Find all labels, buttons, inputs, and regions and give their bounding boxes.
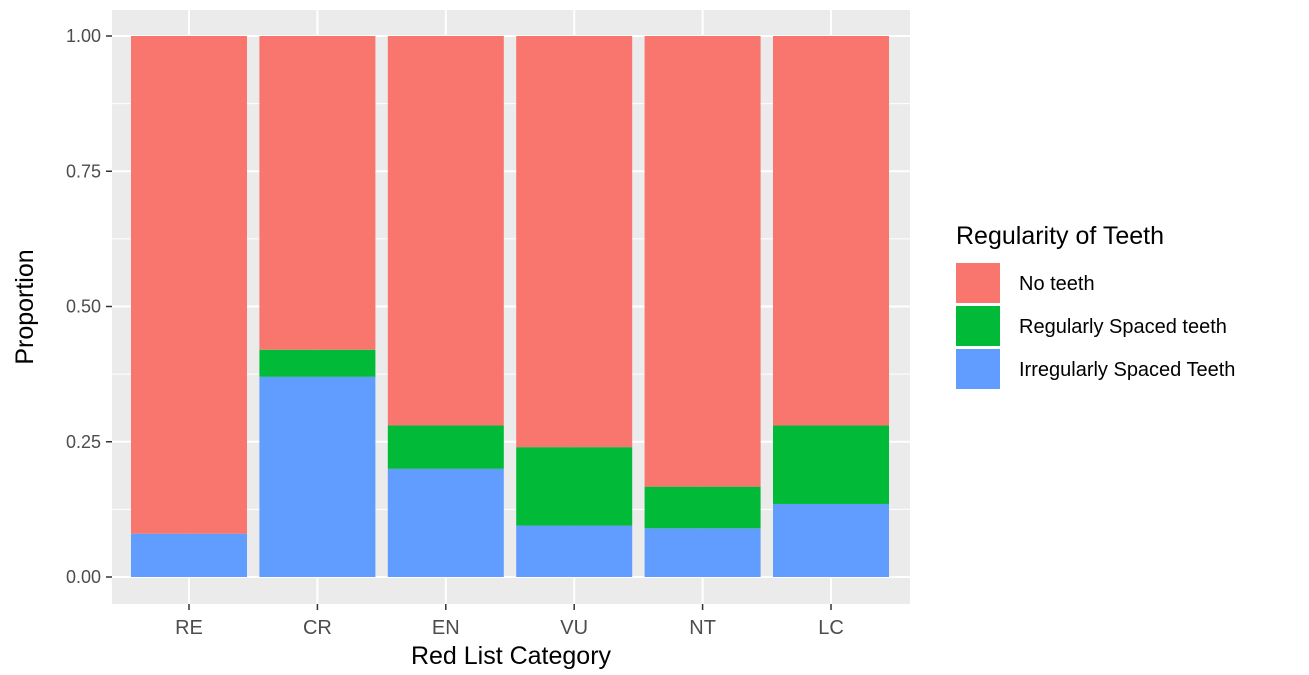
- bar-re-no-teeth: [131, 36, 247, 534]
- bar-lc-irregularly-spaced-teeth: [773, 503, 889, 577]
- x-axis: RE CR EN VU NT LC: [175, 604, 844, 639]
- y-axis: 0.00 0.25 0.50 0.75 1.00: [66, 26, 112, 587]
- legend-label-regularly-spaced-teeth: Regularly Spaced teeth: [1019, 316, 1227, 338]
- y-tick-label: 0.75: [66, 161, 101, 181]
- x-tick-label-nt: NT: [689, 617, 716, 639]
- legend-key-regularly-spaced-teeth: [956, 306, 1000, 346]
- bar-vu-regularly-spaced-teeth: [516, 447, 633, 526]
- bar-en-regularly-spaced-teeth: [387, 425, 504, 469]
- x-tick-label-re: RE: [175, 617, 203, 639]
- bars: [131, 36, 889, 577]
- bar-cr-regularly-spaced-teeth: [259, 349, 376, 377]
- bar-lc-regularly-spaced-teeth: [773, 425, 889, 504]
- bar-en-no-teeth: [387, 36, 504, 426]
- y-tick-label: 0.25: [66, 432, 101, 452]
- bar-nt-regularly-spaced-teeth: [644, 486, 761, 529]
- legend-title: Regularity of Teeth: [956, 222, 1164, 250]
- bar-cr-no-teeth: [259, 36, 376, 350]
- legend: Regularity of Teeth No teeth Regularly Sp…: [956, 222, 1235, 389]
- x-tick-label-cr: CR: [303, 617, 332, 639]
- bar-nt-irregularly-spaced-teeth: [644, 528, 761, 577]
- legend-key-no-teeth: [956, 263, 1000, 303]
- x-axis-title: Red List Category: [411, 642, 612, 670]
- legend-key-irregularly-spaced-teeth: [956, 349, 1000, 389]
- bar-re-irregularly-spaced-teeth: [131, 533, 247, 577]
- bar-nt-no-teeth: [644, 36, 761, 487]
- x-tick-label-lc: LC: [818, 617, 844, 639]
- legend-label-irregularly-spaced-teeth: Irregularly Spaced Teeth: [1019, 359, 1235, 381]
- legend-label-no-teeth: No teeth: [1019, 273, 1095, 295]
- x-tick-label-en: EN: [432, 617, 460, 639]
- x-tick-label-vu: VU: [560, 617, 588, 639]
- y-tick-label: 0.00: [66, 567, 101, 587]
- y-tick-label: 0.50: [66, 297, 101, 317]
- bar-en-irregularly-spaced-teeth: [387, 468, 504, 577]
- bar-vu-no-teeth: [516, 36, 633, 448]
- y-tick-label: 1.00: [66, 26, 101, 46]
- bar-vu-irregularly-spaced-teeth: [516, 525, 633, 577]
- y-axis-title: Proportion: [11, 249, 39, 364]
- bar-cr-irregularly-spaced-teeth: [259, 376, 376, 577]
- bar-lc-no-teeth: [773, 36, 889, 426]
